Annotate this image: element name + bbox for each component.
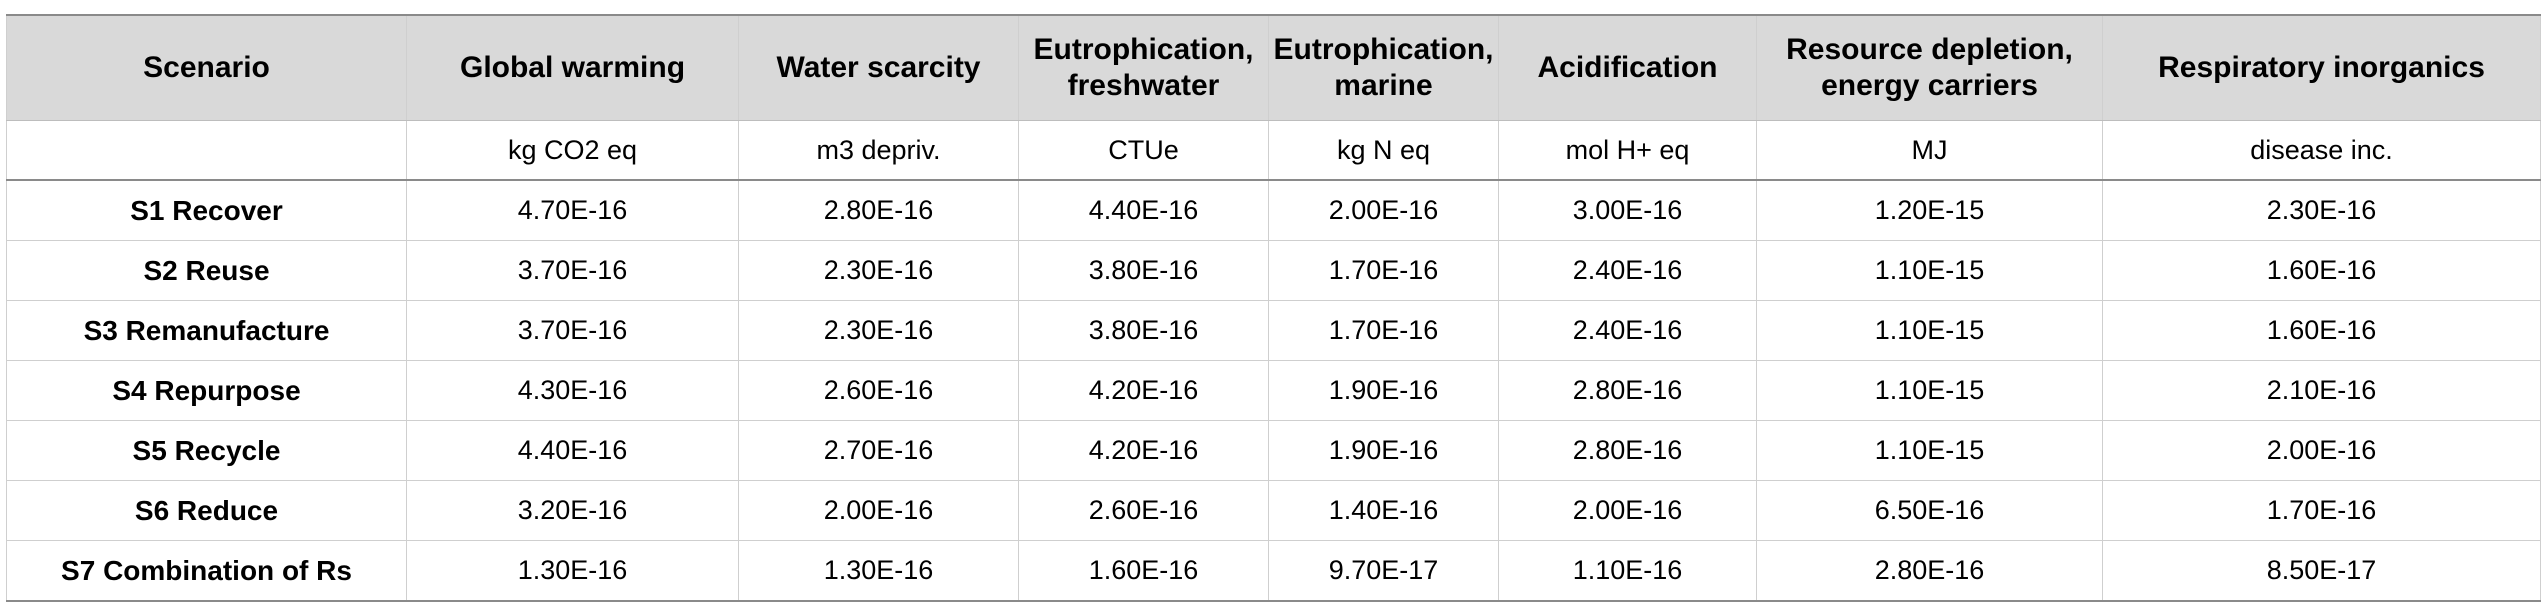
value-cell: 3.20E-16 bbox=[406, 480, 739, 541]
table-row: S3 Remanufacture 3.70E-16 2.30E-16 3.80E-16… bbox=[6, 300, 2541, 361]
value-cell: 1.30E-16 bbox=[738, 540, 1019, 602]
table-row: S1 Recover 4.70E-16 2.80E-16 4.40E-16 2.00E-… bbox=[6, 179, 2541, 241]
value-cell: 1.60E-16 bbox=[1018, 540, 1269, 602]
value-cell: 1.90E-16 bbox=[1268, 420, 1499, 481]
table-row: S2 Reuse 3.70E-16 2.30E-16 3.80E-16 1.70E-16… bbox=[6, 240, 2541, 301]
value-cell: 1.30E-16 bbox=[406, 540, 739, 602]
value-cell: 2.00E-16 bbox=[1498, 480, 1757, 541]
value-cell: 9.70E-17 bbox=[1268, 540, 1499, 602]
value-cell: 1.70E-16 bbox=[2102, 480, 2541, 541]
impact-table: Scenario Global warming Water scarcity E… bbox=[6, 14, 2541, 602]
value-cell: 1.10E-16 bbox=[1498, 540, 1757, 602]
value-cell: 1.10E-15 bbox=[1756, 420, 2103, 481]
value-cell: 4.40E-16 bbox=[1018, 179, 1269, 241]
unit-cell: disease inc. bbox=[2102, 120, 2541, 181]
value-cell: 4.20E-16 bbox=[1018, 420, 1269, 481]
value-cell: 4.20E-16 bbox=[1018, 360, 1269, 421]
value-cell: 1.20E-15 bbox=[1756, 179, 2103, 241]
header-cell-acidification: Acidification bbox=[1498, 14, 1757, 121]
value-cell: 1.70E-16 bbox=[1268, 240, 1499, 301]
scenario-cell: S7 Combination of Rs bbox=[6, 540, 407, 602]
value-cell: 3.70E-16 bbox=[406, 240, 739, 301]
value-cell: 2.00E-16 bbox=[1268, 179, 1499, 241]
table-row: S4 Repurpose 4.30E-16 2.60E-16 4.20E-16 1.90… bbox=[6, 360, 2541, 421]
table-row: S7 Combination of Rs 1.30E-16 1.30E-16 1.60… bbox=[6, 540, 2541, 602]
header-cell-scenario: Scenario bbox=[6, 14, 407, 121]
value-cell: 2.00E-16 bbox=[738, 480, 1019, 541]
value-cell: 2.80E-16 bbox=[1498, 360, 1757, 421]
value-cell: 3.70E-16 bbox=[406, 300, 739, 361]
value-cell: 2.30E-16 bbox=[2102, 179, 2541, 241]
value-cell: 2.40E-16 bbox=[1498, 240, 1757, 301]
unit-cell: mol H+ eq bbox=[1498, 120, 1757, 181]
scenario-cell: S4 Repurpose bbox=[6, 360, 407, 421]
value-cell: 8.50E-17 bbox=[2102, 540, 2541, 602]
value-cell: 2.10E-16 bbox=[2102, 360, 2541, 421]
value-cell: 2.80E-16 bbox=[1756, 540, 2103, 602]
value-cell: 1.10E-15 bbox=[1756, 240, 2103, 301]
table-row: S5 Recycle 4.40E-16 2.70E-16 4.20E-16 1.90E-… bbox=[6, 420, 2541, 481]
table-body: S1 Recover 4.70E-16 2.80E-16 4.40E-16 2.00E-… bbox=[6, 179, 2541, 602]
value-cell: 1.10E-15 bbox=[1756, 360, 2103, 421]
value-cell: 1.10E-15 bbox=[1756, 300, 2103, 361]
scenario-cell: S6 Reduce bbox=[6, 480, 407, 541]
value-cell: 6.50E-16 bbox=[1756, 480, 2103, 541]
value-cell: 4.30E-16 bbox=[406, 360, 739, 421]
value-cell: 2.40E-16 bbox=[1498, 300, 1757, 361]
unit-cell: CTUe bbox=[1018, 120, 1269, 181]
value-cell: 2.30E-16 bbox=[738, 300, 1019, 361]
value-cell: 1.70E-16 bbox=[1268, 300, 1499, 361]
header-row: Scenario Global warming Water scarcity E… bbox=[6, 14, 2541, 121]
header-cell-eutrophication-freshwater: Eutrophication, freshwater bbox=[1018, 14, 1269, 121]
header-cell-resource-depletion: Resource depletion, energy carriers bbox=[1756, 14, 2103, 121]
value-cell: 2.80E-16 bbox=[738, 179, 1019, 241]
value-cell: 1.90E-16 bbox=[1268, 360, 1499, 421]
value-cell: 3.80E-16 bbox=[1018, 240, 1269, 301]
scenario-cell: S2 Reuse bbox=[6, 240, 407, 301]
value-cell: 4.40E-16 bbox=[406, 420, 739, 481]
header-cell-respiratory-inorganics: Respiratory inorganics bbox=[2102, 14, 2541, 121]
value-cell: 1.40E-16 bbox=[1268, 480, 1499, 541]
header-cell-eutrophication-marine: Eutrophication, marine bbox=[1268, 14, 1499, 121]
value-cell: 1.60E-16 bbox=[2102, 240, 2541, 301]
unit-cell: MJ bbox=[1756, 120, 2103, 181]
value-cell: 1.60E-16 bbox=[2102, 300, 2541, 361]
value-cell: 2.60E-16 bbox=[738, 360, 1019, 421]
value-cell: 2.70E-16 bbox=[738, 420, 1019, 481]
header-cell-global-warming: Global warming bbox=[406, 14, 739, 121]
unit-cell: kg N eq bbox=[1268, 120, 1499, 181]
scenario-cell: S1 Recover bbox=[6, 179, 407, 241]
value-cell: 3.80E-16 bbox=[1018, 300, 1269, 361]
table-row: S6 Reduce 3.20E-16 2.00E-16 2.60E-16 1.40E-1… bbox=[6, 480, 2541, 541]
value-cell: 2.00E-16 bbox=[2102, 420, 2541, 481]
units-row: kg CO2 eq m3 depriv. CTUe kg N eq mol H+… bbox=[6, 120, 2541, 181]
unit-cell: m3 depriv. bbox=[738, 120, 1019, 181]
value-cell: 3.00E-16 bbox=[1498, 179, 1757, 241]
value-cell: 2.30E-16 bbox=[738, 240, 1019, 301]
unit-cell bbox=[6, 120, 407, 181]
header-cell-water-scarcity: Water scarcity bbox=[738, 14, 1019, 121]
value-cell: 2.60E-16 bbox=[1018, 480, 1269, 541]
scenario-cell: S3 Remanufacture bbox=[6, 300, 407, 361]
value-cell: 2.80E-16 bbox=[1498, 420, 1757, 481]
unit-cell: kg CO2 eq bbox=[406, 120, 739, 181]
scenario-cell: S5 Recycle bbox=[6, 420, 407, 481]
value-cell: 4.70E-16 bbox=[406, 179, 739, 241]
